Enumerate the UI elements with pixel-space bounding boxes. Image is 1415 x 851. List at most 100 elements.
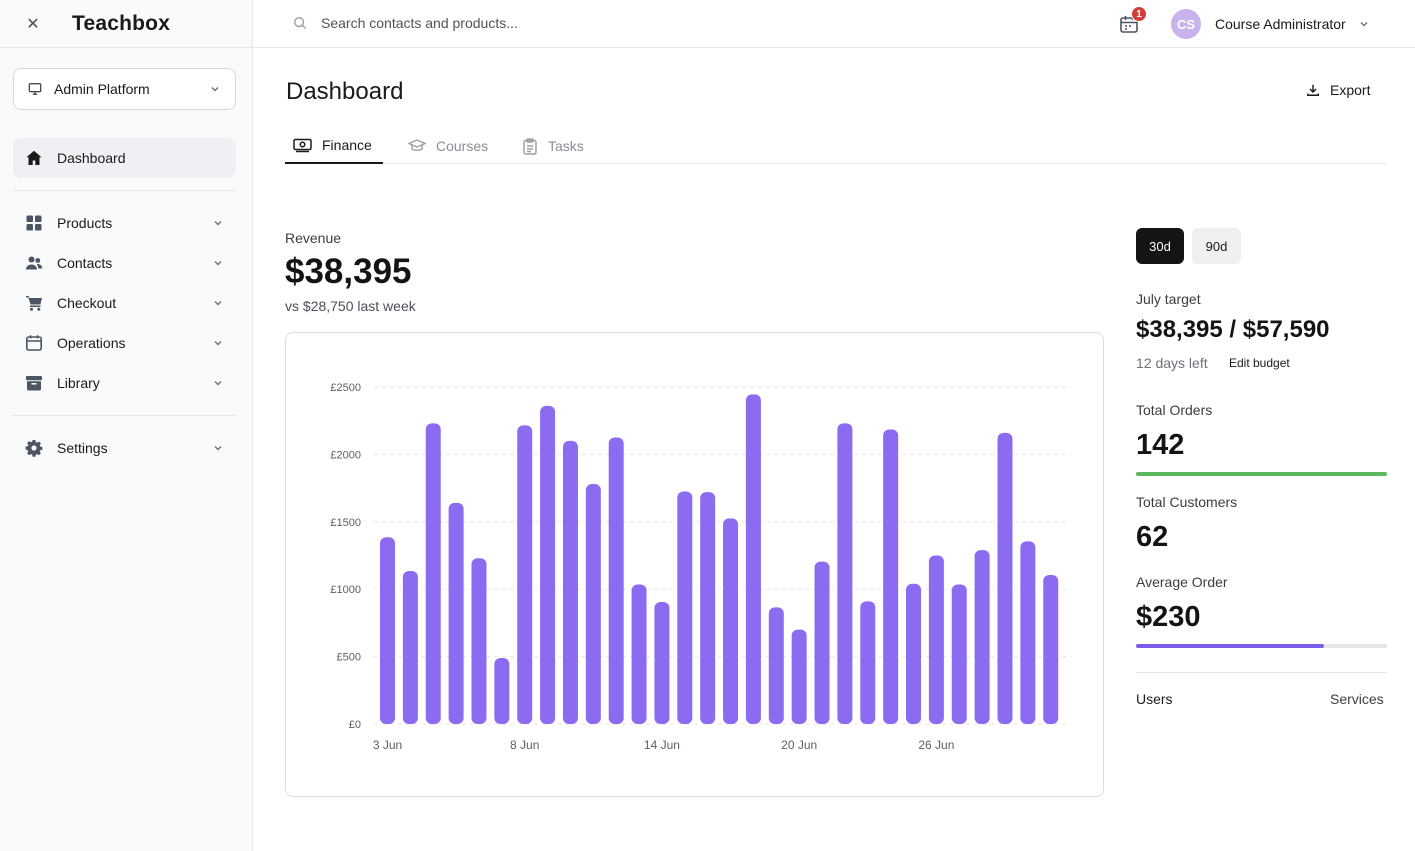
sidebar: ✕ Teachbox Admin Platform Dashboard Prod…	[0, 0, 253, 851]
tab-label: Tasks	[548, 138, 584, 154]
platform-selector[interactable]: Admin Platform	[13, 68, 236, 110]
download-icon	[1307, 84, 1319, 96]
home-icon	[26, 150, 42, 165]
search-input[interactable]	[321, 15, 881, 31]
bar[interactable]	[494, 657, 510, 724]
orders-progress-fill	[1136, 472, 1387, 476]
bar[interactable]	[562, 440, 578, 724]
sidebar-item-operations[interactable]: Operations	[13, 323, 236, 363]
range-90d-button[interactable]: 90d	[1192, 228, 1241, 264]
search-icon	[294, 17, 307, 30]
days-left: 12 days left	[1136, 355, 1208, 371]
x-tick-label: 8 Jun	[510, 738, 539, 752]
users-link[interactable]: Users	[1136, 691, 1173, 707]
bar[interactable]	[723, 518, 739, 724]
range-30d-button[interactable]: 30d	[1136, 228, 1184, 264]
edit-budget-link[interactable]: Edit budget	[1229, 356, 1290, 370]
chevron-down-icon	[214, 261, 222, 266]
bar[interactable]	[951, 584, 967, 724]
sidebar-item-label: Operations	[57, 335, 126, 351]
export-label: Export	[1330, 82, 1371, 98]
sidebar-item-products[interactable]: Products	[13, 203, 236, 243]
bar[interactable]	[608, 437, 624, 724]
export-button[interactable]: Export	[1306, 82, 1370, 98]
bar[interactable]	[700, 492, 716, 724]
bar[interactable]	[974, 550, 990, 724]
chevron-down-icon	[214, 221, 222, 226]
page-title: Dashboard	[286, 78, 404, 105]
sidebar-item-library[interactable]: Library	[13, 363, 236, 403]
bar[interactable]	[928, 555, 944, 725]
monitor-icon	[28, 83, 42, 95]
bar[interactable]	[380, 537, 395, 724]
chevron-down-icon	[214, 381, 222, 386]
tab-finance[interactable]: Finance	[285, 128, 383, 164]
y-tick-label: £500	[337, 652, 361, 664]
sidebar-item-settings[interactable]: Settings	[13, 428, 236, 468]
bar[interactable]	[585, 484, 601, 724]
user-menu[interactable]: CS Course Administrator	[1171, 9, 1370, 39]
services-link[interactable]: Services	[1330, 691, 1384, 707]
x-tick-label: 3 Jun	[373, 738, 402, 752]
x-tick-label: 14 Jun	[644, 738, 680, 752]
sidebar-item-label: Settings	[57, 440, 108, 456]
revenue-chart-card: £0 £500 £1000 £1500 £2000 £2500 3 Jun 8 Jun 14 J…	[285, 332, 1104, 797]
chevron-down-icon	[1360, 22, 1368, 27]
chevron-down-icon	[214, 446, 222, 451]
customers-value: 62	[1136, 521, 1169, 553]
topbar: 1 CS Course Administrator	[253, 0, 1415, 48]
close-icon[interactable]: ✕	[26, 15, 40, 33]
notifications-calendar-icon[interactable]	[1118, 13, 1140, 35]
bar[interactable]	[906, 583, 922, 724]
chevron-down-icon	[214, 341, 222, 346]
bar[interactable]	[425, 423, 441, 724]
bar[interactable]	[837, 423, 853, 724]
avatar: CS	[1171, 9, 1201, 39]
bar[interactable]	[768, 607, 784, 724]
bar[interactable]	[402, 571, 418, 724]
cart-icon	[26, 296, 42, 311]
average-order-value: $230	[1136, 601, 1201, 633]
bar[interactable]	[631, 584, 647, 724]
average-order-progress-fill	[1136, 644, 1325, 648]
tab-courses[interactable]: Courses	[408, 128, 488, 164]
platform-label: Admin Platform	[54, 81, 150, 97]
bar[interactable]	[448, 502, 464, 724]
revenue-value: $38,395	[285, 252, 412, 291]
bar[interactable]	[654, 602, 670, 724]
sidebar-item-label: Products	[57, 215, 113, 231]
chevron-down-icon	[211, 87, 219, 92]
graduation-cap-icon	[408, 139, 426, 151]
bar[interactable]	[860, 601, 876, 724]
bar[interactable]	[814, 561, 830, 724]
sidebar-item-dashboard[interactable]: Dashboard	[13, 138, 236, 178]
divider	[1136, 672, 1387, 673]
bar[interactable]	[883, 429, 899, 724]
bar[interactable]	[471, 558, 487, 724]
users-icon	[26, 256, 43, 270]
bar[interactable]	[745, 394, 761, 724]
tab-label: Finance	[322, 137, 372, 153]
bar[interactable]	[997, 432, 1013, 724]
archive-icon	[26, 376, 42, 391]
y-tick-label: £2000	[330, 449, 361, 461]
x-tick-label: 20 Jun	[781, 738, 817, 752]
sidebar-item-checkout[interactable]: Checkout	[13, 283, 236, 323]
sidebar-item-label: Contacts	[57, 255, 113, 271]
tab-tasks[interactable]: Tasks	[522, 128, 584, 164]
sidebar-item-label: Dashboard	[57, 150, 126, 166]
brand-row: ✕ Teachbox	[0, 0, 252, 48]
orders-value: 142	[1136, 429, 1185, 461]
sidebar-item-label: Checkout	[57, 295, 117, 311]
bar[interactable]	[1020, 541, 1036, 724]
orders-progress	[1136, 472, 1387, 476]
bar[interactable]	[517, 425, 533, 724]
target-label: July target	[1136, 291, 1201, 307]
nav-secondary: Products Contacts Checkout Operations Li…	[13, 203, 236, 403]
bar[interactable]	[540, 405, 556, 724]
bar[interactable]	[677, 491, 693, 724]
bar[interactable]	[1043, 575, 1059, 724]
bar[interactable]	[791, 629, 807, 724]
sidebar-item-contacts[interactable]: Contacts	[13, 243, 236, 283]
tab-label: Courses	[436, 138, 489, 154]
